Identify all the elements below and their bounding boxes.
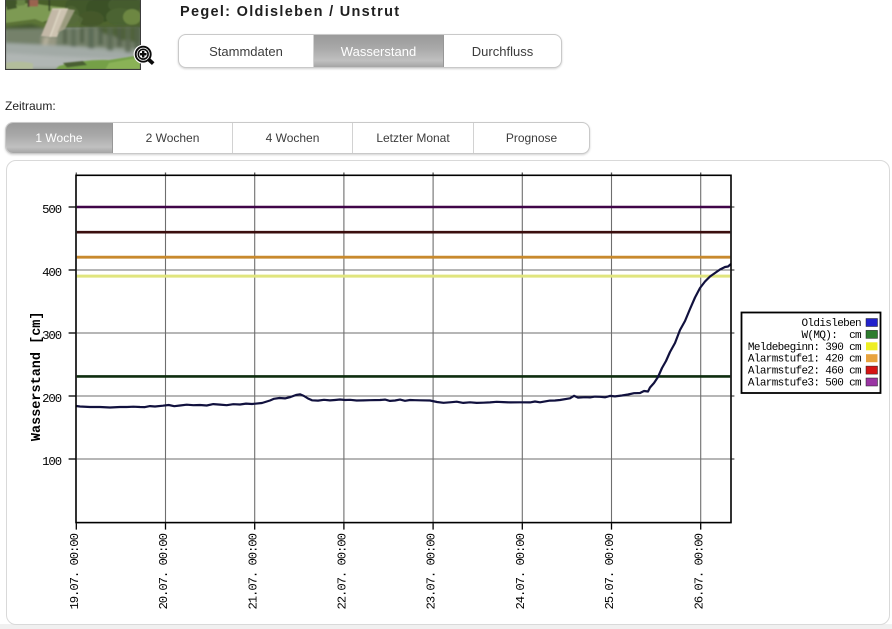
svg-text:Wasserstand [cm]: Wasserstand [cm] <box>30 311 45 441</box>
svg-text:100: 100 <box>42 455 62 469</box>
svg-text:25.07. 00:00: 25.07. 00:00 <box>603 533 617 609</box>
svg-text:24.07. 00:00: 24.07. 00:00 <box>514 533 528 609</box>
svg-text:W(MQ): cm: W(MQ): cm <box>801 330 862 342</box>
svg-text:300: 300 <box>42 329 62 343</box>
svg-text:22.07. 00:00: 22.07. 00:00 <box>336 533 350 609</box>
svg-text:Alarmstufe1: 420 cm: Alarmstufe1: 420 cm <box>748 354 862 366</box>
svg-text:23.07. 00:00: 23.07. 00:00 <box>425 533 439 609</box>
svg-text:Alarmstufe2: 460 cm: Alarmstufe2: 460 cm <box>748 366 862 378</box>
svg-text:Meldebeginn: 390 cm: Meldebeginn: 390 cm <box>748 342 862 354</box>
svg-text:500: 500 <box>42 203 62 217</box>
svg-text:400: 400 <box>42 266 62 280</box>
svg-text:200: 200 <box>42 392 62 406</box>
svg-text:26.07. 00:00: 26.07. 00:00 <box>692 533 706 609</box>
svg-text:Alarmstufe3: 500 cm: Alarmstufe3: 500 cm <box>748 378 862 390</box>
svg-text:Oldisleben: Oldisleben <box>801 318 861 330</box>
svg-text:20.07. 00:00: 20.07. 00:00 <box>157 533 171 609</box>
svg-text:19.07. 00:00: 19.07. 00:00 <box>68 533 82 609</box>
svg-text:21.07. 00:00: 21.07. 00:00 <box>246 533 260 609</box>
